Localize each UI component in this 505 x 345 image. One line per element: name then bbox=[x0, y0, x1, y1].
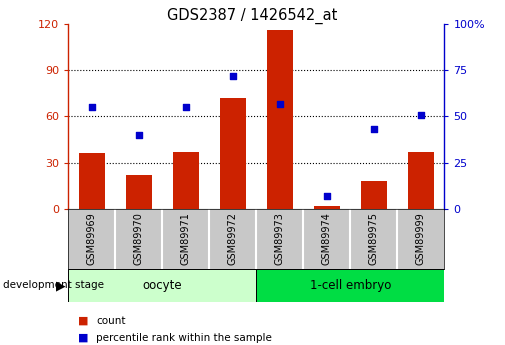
Text: ■: ■ bbox=[78, 316, 89, 326]
Bar bbox=[79, 153, 105, 209]
Point bbox=[323, 193, 331, 199]
Bar bbox=[257, 269, 444, 302]
Bar bbox=[361, 181, 387, 209]
Point bbox=[417, 112, 425, 117]
Bar bbox=[267, 30, 293, 209]
Point bbox=[182, 105, 190, 110]
Text: GSM89970: GSM89970 bbox=[134, 213, 144, 265]
Text: development stage: development stage bbox=[3, 280, 104, 290]
Bar bbox=[314, 206, 340, 209]
Text: GSM89971: GSM89971 bbox=[181, 213, 191, 265]
Point bbox=[135, 132, 143, 138]
Text: ▶: ▶ bbox=[56, 279, 66, 292]
Text: percentile rank within the sample: percentile rank within the sample bbox=[96, 333, 272, 343]
Text: GSM89969: GSM89969 bbox=[87, 213, 96, 265]
Text: count: count bbox=[96, 316, 125, 326]
Text: GSM89973: GSM89973 bbox=[275, 213, 285, 265]
Text: ■: ■ bbox=[78, 333, 89, 343]
Text: GSM89999: GSM89999 bbox=[416, 213, 426, 265]
Point bbox=[276, 101, 284, 106]
Bar bbox=[408, 152, 434, 209]
Point bbox=[370, 127, 378, 132]
Text: oocyte: oocyte bbox=[142, 279, 182, 292]
Bar bbox=[126, 175, 152, 209]
Text: GSM89974: GSM89974 bbox=[322, 213, 332, 265]
Bar bbox=[220, 98, 246, 209]
Bar bbox=[68, 269, 257, 302]
Text: 1-cell embryo: 1-cell embryo bbox=[310, 279, 391, 292]
Text: GSM89975: GSM89975 bbox=[369, 213, 379, 265]
Bar bbox=[173, 152, 198, 209]
Point bbox=[229, 73, 237, 79]
Text: GSM89972: GSM89972 bbox=[228, 213, 238, 265]
Point bbox=[88, 105, 96, 110]
Text: GDS2387 / 1426542_at: GDS2387 / 1426542_at bbox=[167, 8, 338, 24]
